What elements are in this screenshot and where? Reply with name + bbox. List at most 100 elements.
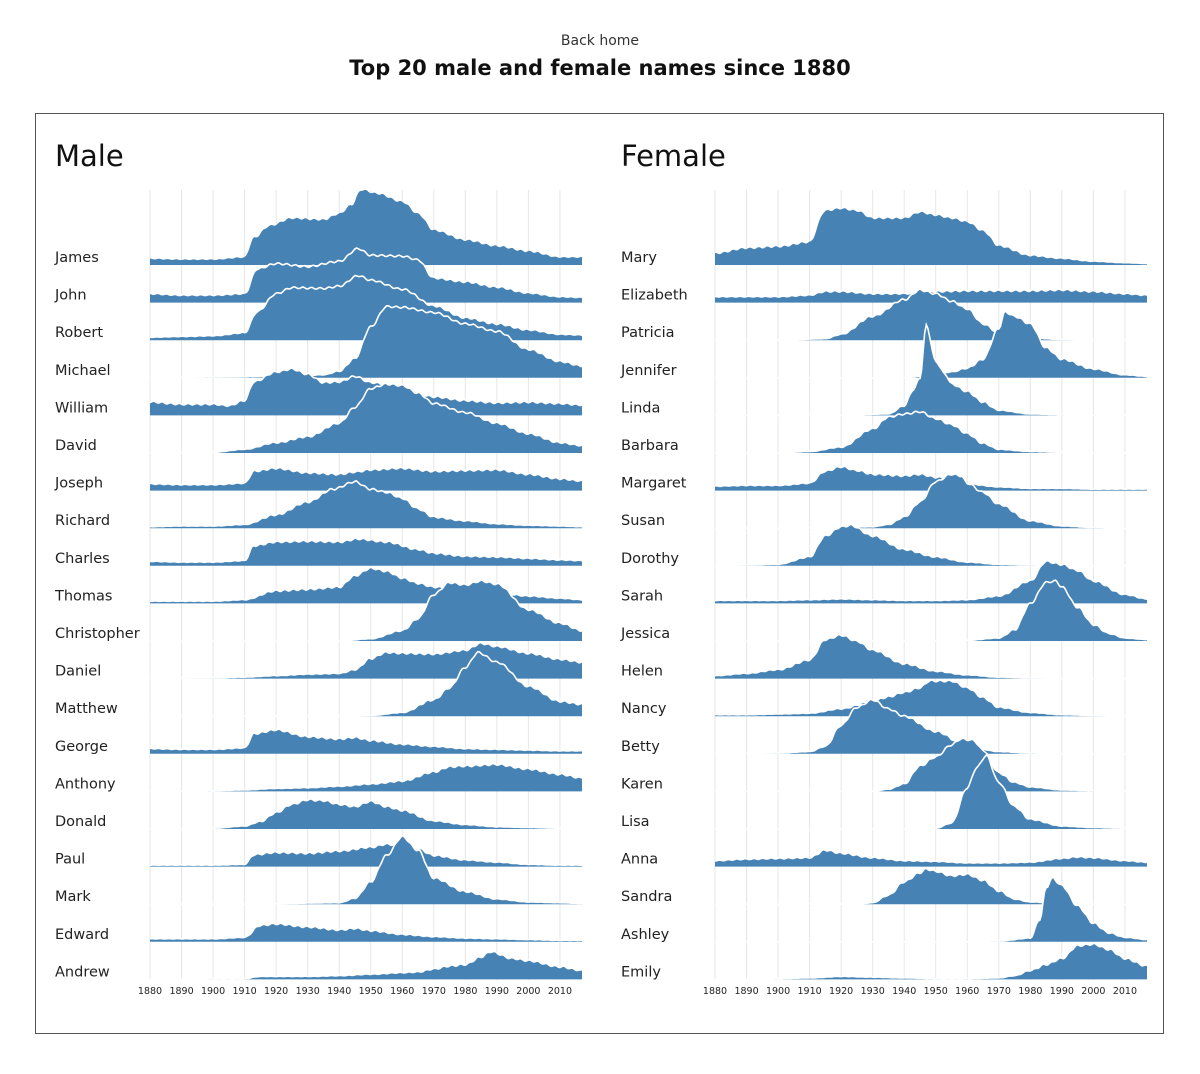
ridge-james (150, 189, 582, 265)
ridge-area-mark (150, 835, 582, 905)
male-x-tick-label: 1940 (327, 986, 351, 997)
ridge-richard (149, 480, 583, 529)
female-x-tick-label: 1920 (829, 986, 853, 997)
ridge-outline-linda (715, 322, 1147, 417)
ridge-area-dorothy (715, 524, 1147, 566)
ridge-outline-betty (715, 698, 1147, 755)
ridge-outline-anna (714, 848, 1148, 864)
female-x-tick-label: 1980 (1018, 986, 1042, 997)
ridge-outline-emily (715, 942, 1148, 981)
ridge-outline-michael (150, 304, 583, 379)
ridge-outline-susan (715, 473, 1147, 529)
ridge-outline-sandra (715, 867, 1147, 905)
ridge-outline-mark (150, 834, 583, 905)
name-label-john: John (54, 288, 87, 304)
name-label-helen: Helen (621, 664, 663, 680)
male-x-tick-label: 1910 (233, 986, 257, 997)
ridge-outline-christopher (150, 579, 583, 642)
ridge-andrew (150, 950, 583, 981)
ridge-sarah (714, 559, 1148, 604)
female-x-tick-label: 1940 (892, 986, 916, 997)
ridge-outline-matthew (150, 650, 583, 717)
ridge-sandra (715, 867, 1147, 905)
ridge-outline-anthony (150, 762, 583, 793)
ridge-lisa (715, 754, 1147, 830)
page-title: Top 20 male and female names since 1880 (349, 56, 851, 80)
ridge-christopher (150, 579, 583, 642)
ridge-linda (715, 322, 1147, 417)
ridge-george (149, 728, 583, 754)
ridge-area-richard (150, 481, 582, 529)
name-label-sandra: Sandra (621, 889, 672, 905)
name-label-sarah: Sarah (621, 588, 663, 604)
ridge-outline-patricia (715, 288, 1147, 341)
male-x-tick-label: 1990 (485, 986, 509, 997)
chart-frame: Male 1880 1890 1900 1910 1920 1930 1940 1950 1960… (35, 113, 1164, 1034)
ridge-area-helen (715, 634, 1147, 679)
ridge-outline-dorothy (715, 523, 1147, 567)
ridge-mary (715, 208, 1147, 265)
name-label-karen: Karen (621, 776, 663, 792)
male-panel-title: Male (55, 139, 124, 173)
name-label-thomas: Thomas (54, 588, 112, 604)
ridge-outline-jessica (715, 579, 1148, 642)
ridge-area-robert (150, 275, 582, 341)
female-x-tick-label: 2010 (1113, 986, 1137, 997)
ridge-thomas (150, 566, 583, 604)
name-label-jessica: Jessica (620, 626, 670, 642)
name-label-robert: Robert (55, 325, 103, 341)
name-label-charles: Charles (55, 551, 110, 567)
female-x-tick-label: 1960 (955, 986, 979, 997)
ridge-area-nancy (715, 680, 1147, 717)
name-label-patricia: Patricia (621, 325, 675, 341)
name-label-mary: Mary (621, 250, 657, 266)
back-home-link[interactable]: Back home (560, 33, 640, 49)
ridge-area-charles (150, 538, 582, 566)
ridge-area-david (150, 383, 582, 453)
ridge-outline-nancy (715, 679, 1147, 717)
male-x-tick-label: 2010 (548, 986, 572, 997)
name-label-elizabeth: Elizabeth (621, 288, 688, 304)
ridge-outline-ashley (715, 876, 1148, 943)
name-label-paul: Paul (55, 852, 85, 868)
female-x-tick-label: 1930 (861, 986, 885, 997)
ridge-area-john (150, 248, 582, 303)
ridge-area-susan (715, 474, 1147, 529)
ridge-area-christopher (150, 580, 582, 641)
ridge-area-betty (715, 699, 1147, 754)
ridge-area-thomas (150, 567, 582, 604)
ridge-outline-david (150, 382, 583, 454)
ridge-daniel (150, 641, 583, 680)
name-label-daniel: Daniel (55, 664, 101, 680)
female-x-tick-label: 1880 (703, 986, 727, 997)
ridge-area-michael (150, 305, 582, 378)
male-x-tick-label: 1880 (138, 986, 162, 997)
ridge-outline-john (149, 247, 583, 299)
name-label-dorothy: Dorothy (621, 551, 679, 567)
female-x-tick-label: 1900 (766, 986, 790, 997)
male-x-tick-label: 1960 (390, 986, 414, 997)
ridge-anna (714, 848, 1148, 867)
ridge-area-anna (715, 849, 1147, 867)
ridge-betty (715, 698, 1147, 755)
ridge-jessica (715, 579, 1148, 642)
ridge-outline-joseph (149, 466, 583, 486)
ridge-barbara (715, 410, 1147, 454)
female-panel-title: Female (621, 139, 726, 173)
ridge-area-anthony (150, 763, 582, 792)
ridge-dorothy (715, 523, 1147, 567)
ridge-outline-sarah (714, 559, 1148, 602)
name-label-christopher: Christopher (55, 626, 140, 642)
name-label-andrew: Andrew (55, 964, 110, 980)
ridge-area-edward (150, 923, 582, 942)
ridge-nancy (715, 679, 1147, 717)
ridge-area-barbara (715, 411, 1147, 453)
ridge-outline-elizabeth (714, 288, 1148, 298)
ridge-area-emily (715, 943, 1147, 980)
ridge-helen (714, 633, 1147, 680)
name-label-mark: Mark (55, 889, 91, 905)
ridge-matthew (150, 650, 583, 717)
name-label-betty: Betty (621, 739, 660, 755)
ridge-charles (149, 537, 583, 566)
ridge-area-jessica (715, 580, 1147, 641)
